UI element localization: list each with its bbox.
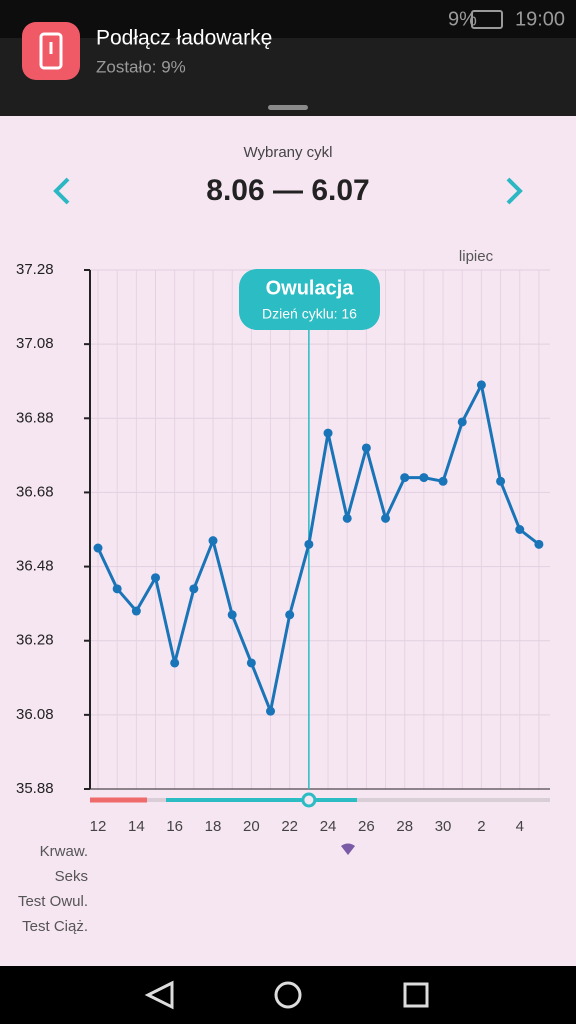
temperature-point	[342, 513, 352, 523]
ovulation-dot	[301, 792, 317, 808]
temperature-point	[438, 476, 448, 486]
temperature-point	[266, 706, 276, 716]
y-tick-label: 37.08	[16, 335, 54, 352]
temperature-point	[496, 476, 506, 486]
temperature-point	[361, 443, 371, 453]
x-tick-label: 4	[516, 818, 524, 835]
temperature-point	[189, 584, 199, 594]
battery-level: 9%	[448, 8, 477, 30]
nav-bar	[0, 966, 576, 1024]
temperature-point	[208, 536, 218, 546]
temperature-point	[534, 539, 544, 549]
temperature-line	[96, 383, 540, 713]
next-cycle[interactable]	[506, 177, 523, 205]
temperature-point	[227, 610, 237, 620]
temperature-point	[304, 539, 314, 549]
row-label: Krwaw.	[40, 843, 88, 860]
ovulation-title: Owulacja	[266, 277, 355, 299]
battery-icon	[471, 10, 503, 29]
prev-cycle[interactable]	[53, 177, 70, 205]
temperature-point	[246, 658, 256, 668]
x-tick-label: 30	[435, 818, 452, 835]
y-tick-label: 36.88	[16, 409, 54, 426]
temperature-point	[151, 573, 161, 583]
status-bar	[0, 0, 576, 38]
temperature-point	[323, 428, 333, 438]
temperature-point	[457, 417, 467, 427]
x-tick-label: 28	[396, 818, 413, 835]
temperature-point	[419, 473, 429, 483]
row-label: Test Ciąż.	[22, 918, 88, 935]
x-tick-label: 12	[90, 818, 107, 835]
event-icon	[341, 843, 355, 855]
y-tick-label: 36.48	[16, 558, 54, 575]
month-label: lipiec	[459, 248, 494, 265]
battery-glyph	[39, 32, 63, 70]
temperature-point	[515, 525, 525, 534]
nav-recent[interactable]	[403, 982, 429, 1008]
temperature-point	[285, 610, 295, 620]
ovulation-bubble	[239, 269, 380, 330]
x-tick-label: 18	[205, 818, 222, 835]
nav-home[interactable]	[274, 981, 302, 1009]
x-tick-label: 20	[243, 818, 260, 835]
y-tick-label: 37.28	[16, 261, 54, 278]
cycle-range: 8.06 — 6.07	[206, 174, 369, 207]
temperature-point	[476, 380, 486, 390]
y-tick-label: 36.08	[16, 706, 54, 723]
y-tick-label: 35.88	[16, 780, 54, 797]
x-tick-label: 24	[320, 818, 337, 835]
x-tick-label: 14	[128, 818, 145, 835]
temperature-point	[131, 606, 141, 616]
temperature-point	[170, 658, 180, 668]
temperature-point	[400, 473, 410, 483]
temperature-point	[381, 513, 391, 523]
row-label: Seks	[55, 868, 88, 885]
drag-handle[interactable]	[268, 105, 308, 110]
temperature-point	[112, 584, 122, 594]
temperature-point	[93, 543, 103, 553]
y-tick-label: 36.68	[16, 483, 54, 500]
x-tick-label: 16	[166, 818, 183, 835]
ovulation-day: Dzień cyklu: 16	[262, 306, 357, 322]
row-label: Test Owul.	[18, 893, 88, 910]
y-tick-label: 36.28	[16, 632, 54, 649]
notification-title[interactable]: Podłącz ładowarkę	[96, 27, 272, 50]
x-tick-label: 26	[358, 818, 375, 835]
notification-text[interactable]: Zostało: 9%	[96, 57, 186, 76]
clock: 19:00	[515, 8, 565, 30]
cycle-label: Wybrany cykl	[243, 144, 332, 161]
x-tick-label: 22	[281, 818, 298, 835]
nav-back[interactable]	[144, 980, 174, 1010]
x-tick-label: 2	[477, 818, 485, 835]
chart: 35.88 36.08 36.28 36.48 36.68 36.88 37.08 37.28…	[16, 248, 550, 935]
